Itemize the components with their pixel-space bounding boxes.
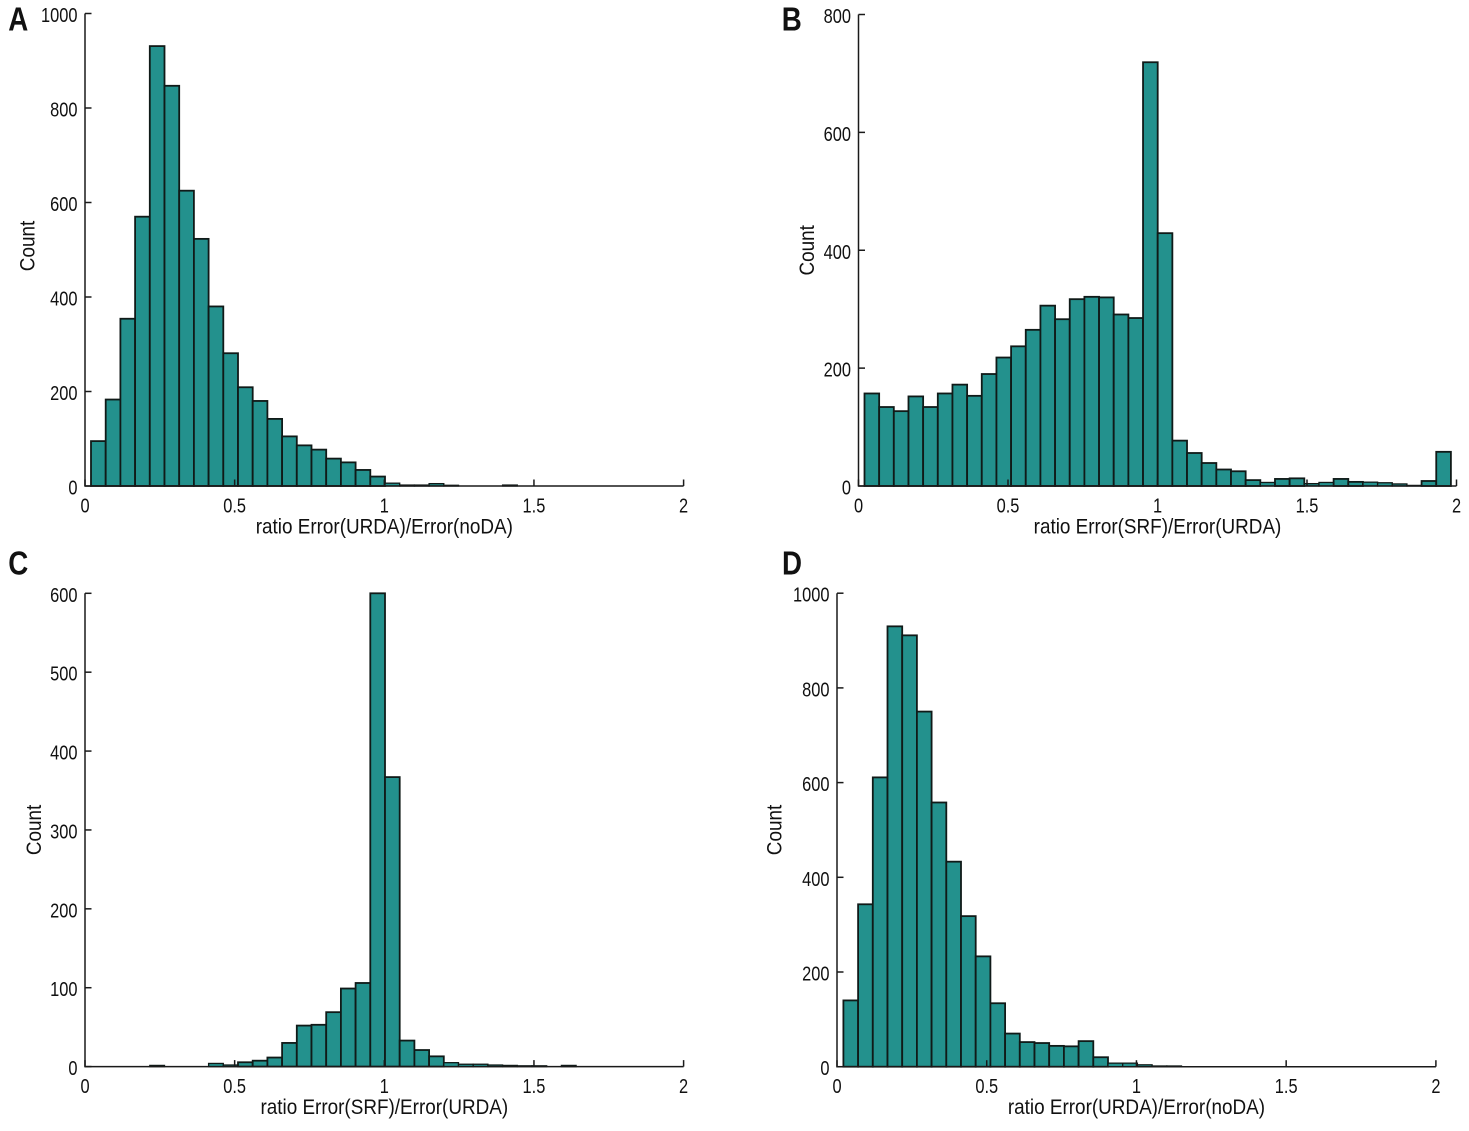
svg-text:200: 200	[802, 962, 829, 985]
svg-text:Count: Count	[796, 225, 819, 276]
svg-text:2: 2	[1431, 1074, 1440, 1097]
svg-text:0.5: 0.5	[975, 1074, 998, 1097]
svg-text:A: A	[8, 1, 28, 38]
svg-text:0: 0	[842, 476, 851, 499]
svg-text:400: 400	[802, 867, 829, 890]
svg-text:2: 2	[679, 1074, 688, 1097]
svg-text:200: 200	[50, 381, 77, 404]
svg-text:400: 400	[50, 741, 77, 764]
svg-text:ratio Error(SRF)/Error(URDA): ratio Error(SRF)/Error(URDA)	[1034, 516, 1282, 539]
svg-text:ratio Error(SRF)/Error(URDA): ratio Error(SRF)/Error(URDA)	[260, 1096, 508, 1119]
svg-text:Count: Count	[764, 804, 787, 855]
svg-text:1000: 1000	[41, 3, 77, 26]
svg-text:300: 300	[50, 820, 77, 843]
svg-text:600: 600	[50, 583, 77, 606]
svg-text:1.5: 1.5	[1275, 1074, 1298, 1097]
svg-text:1.5: 1.5	[1296, 494, 1319, 517]
svg-text:1.5: 1.5	[523, 1074, 546, 1097]
svg-text:800: 800	[824, 4, 851, 27]
svg-text:C: C	[8, 545, 28, 582]
svg-text:0.5: 0.5	[223, 494, 246, 517]
svg-text:1: 1	[380, 1074, 389, 1097]
svg-text:ratio Error(URDA)/Error(noDA): ratio Error(URDA)/Error(noDA)	[1008, 1096, 1265, 1119]
svg-text:200: 200	[50, 899, 77, 922]
svg-text:400: 400	[50, 287, 77, 310]
svg-text:400: 400	[824, 240, 851, 263]
svg-text:800: 800	[50, 98, 77, 121]
svg-text:1000: 1000	[793, 583, 829, 606]
svg-text:0: 0	[68, 1057, 77, 1080]
svg-text:ratio Error(URDA)/Error(noDA): ratio Error(URDA)/Error(noDA)	[256, 516, 513, 539]
svg-text:0.5: 0.5	[223, 1074, 246, 1097]
svg-text:0: 0	[820, 1057, 829, 1080]
svg-text:0: 0	[832, 1074, 841, 1097]
svg-text:2: 2	[679, 494, 688, 517]
svg-text:600: 600	[824, 122, 851, 145]
svg-text:600: 600	[50, 192, 77, 215]
svg-text:100: 100	[50, 978, 77, 1001]
svg-text:500: 500	[50, 662, 77, 685]
svg-text:0: 0	[80, 494, 89, 517]
svg-text:1.5: 1.5	[523, 494, 546, 517]
svg-text:Count: Count	[23, 804, 46, 855]
svg-text:0: 0	[854, 494, 863, 517]
svg-text:600: 600	[802, 773, 829, 796]
svg-text:800: 800	[802, 678, 829, 701]
svg-text:0: 0	[80, 1074, 89, 1097]
svg-text:0: 0	[68, 476, 77, 499]
svg-text:Count: Count	[17, 220, 40, 271]
svg-text:D: D	[782, 545, 802, 582]
svg-text:200: 200	[824, 358, 851, 381]
svg-text:1: 1	[380, 494, 389, 517]
svg-text:1: 1	[1153, 494, 1162, 517]
svg-text:B: B	[782, 1, 802, 38]
svg-text:1: 1	[1132, 1074, 1141, 1097]
svg-text:2: 2	[1452, 494, 1461, 517]
svg-text:0.5: 0.5	[997, 494, 1020, 517]
